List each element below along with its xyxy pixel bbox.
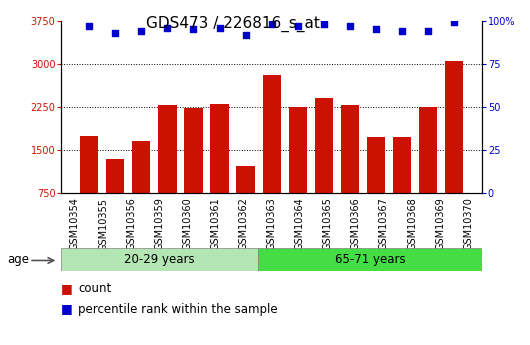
Text: GSM10362: GSM10362 <box>238 198 249 250</box>
Text: ■: ■ <box>61 302 73 315</box>
Point <box>215 25 224 30</box>
Text: ■: ■ <box>61 282 73 295</box>
Text: GSM10365: GSM10365 <box>323 198 333 250</box>
Point <box>320 21 328 27</box>
Text: GSM10366: GSM10366 <box>351 198 361 250</box>
Bar <box>367 137 385 193</box>
Bar <box>445 61 463 193</box>
Point <box>111 30 120 36</box>
Text: GSM10369: GSM10369 <box>435 198 445 250</box>
Text: GSM10361: GSM10361 <box>210 198 220 250</box>
Point <box>85 23 93 29</box>
Text: GSM10359: GSM10359 <box>154 198 164 250</box>
Text: percentile rank within the sample: percentile rank within the sample <box>78 303 278 316</box>
Text: GSM10355: GSM10355 <box>98 198 108 250</box>
Point <box>189 27 198 32</box>
Point <box>163 25 172 30</box>
Bar <box>288 107 307 193</box>
Text: GSM10360: GSM10360 <box>182 198 192 250</box>
Bar <box>106 159 125 193</box>
Text: GSM10354: GSM10354 <box>70 198 80 250</box>
Point <box>423 28 432 34</box>
Text: age: age <box>7 253 29 266</box>
Bar <box>158 105 176 193</box>
Text: 20-29 years: 20-29 years <box>124 253 195 266</box>
Text: GSM10370: GSM10370 <box>463 198 473 250</box>
Bar <box>236 166 255 193</box>
Point <box>372 27 380 32</box>
Bar <box>80 136 99 193</box>
Text: GSM10368: GSM10368 <box>407 198 417 250</box>
Bar <box>184 108 202 193</box>
Bar <box>419 107 437 193</box>
Point <box>241 32 250 37</box>
Text: GSM10363: GSM10363 <box>267 198 277 250</box>
Text: GSM10364: GSM10364 <box>295 198 305 250</box>
Text: GSM10356: GSM10356 <box>126 198 136 250</box>
Bar <box>315 98 333 193</box>
Point <box>268 21 276 27</box>
Bar <box>61 248 258 271</box>
Bar <box>210 104 228 193</box>
Point <box>137 28 146 34</box>
Text: count: count <box>78 282 112 295</box>
Point <box>294 23 302 29</box>
Point <box>398 28 406 34</box>
Text: 65-71 years: 65-71 years <box>334 253 405 266</box>
Bar <box>258 248 482 271</box>
Text: GSM10367: GSM10367 <box>379 198 389 250</box>
Point <box>450 20 458 25</box>
Bar <box>393 137 411 193</box>
Point <box>346 23 354 29</box>
Text: GDS473 / 226816_s_at: GDS473 / 226816_s_at <box>146 16 320 32</box>
Bar <box>341 105 359 193</box>
Bar <box>262 75 281 193</box>
Bar <box>132 141 151 193</box>
